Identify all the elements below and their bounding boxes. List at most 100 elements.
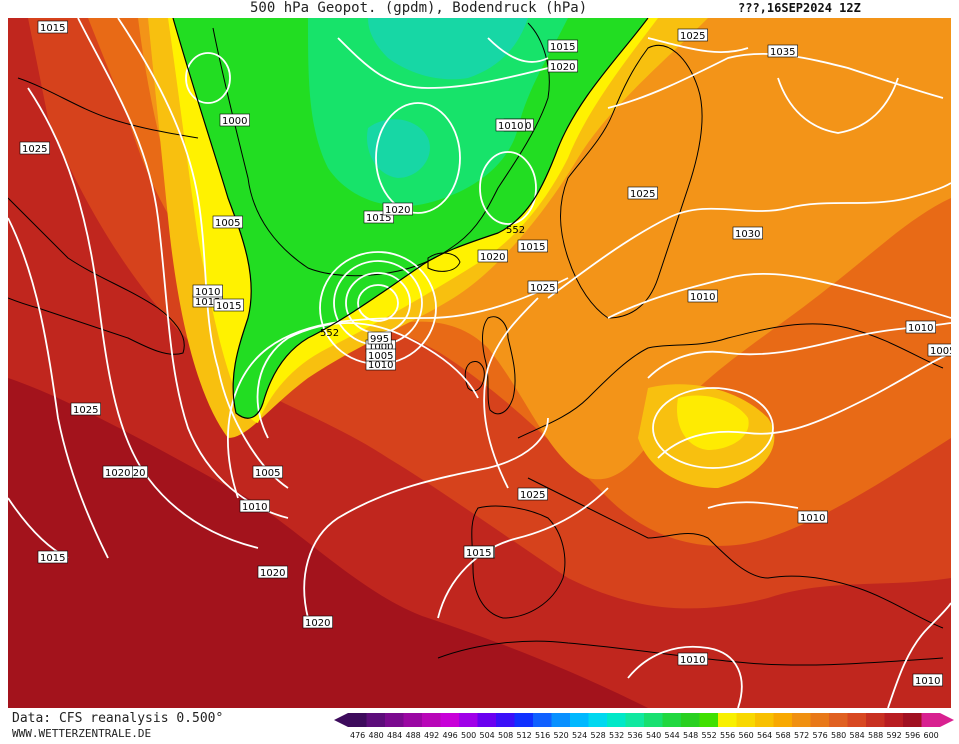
legend-tick-label: 576 <box>813 731 828 740</box>
legend-swatch <box>570 713 589 727</box>
baffin-coast <box>17 77 199 139</box>
legend-tick-label: 588 <box>868 731 883 740</box>
legend-swatch <box>903 713 922 727</box>
legend-tick-label: 536 <box>628 731 643 740</box>
isobar-closed <box>185 52 231 104</box>
isobar-label-box <box>257 565 288 579</box>
isobar-label-box <box>37 550 68 564</box>
data-source-label: Data: CFS reanalysis 0.500° <box>12 711 224 726</box>
legend-arrow-right <box>940 713 954 727</box>
legend-swatch <box>662 713 681 727</box>
legend-tick-label: 548 <box>683 731 698 740</box>
isobar-label: 1015 <box>466 548 491 559</box>
isobar-label: 1020 <box>305 618 330 629</box>
legend-swatch <box>440 713 459 727</box>
isobar-label-box <box>192 284 223 298</box>
isobar-label-box <box>37 20 68 34</box>
isobar-label: 1020 <box>385 205 410 216</box>
legend-tick-label: 496 <box>443 731 458 740</box>
isobar <box>627 645 743 708</box>
isobar-label-box <box>732 226 763 240</box>
ireland-coast <box>464 361 485 392</box>
isobar-label-box <box>547 39 578 53</box>
isobar <box>547 182 951 299</box>
map-datetime: ???,16SEP2024 12Z <box>738 1 861 15</box>
isobar-label-box <box>239 499 270 513</box>
legend-tick-label: 584 <box>850 731 865 740</box>
website-label: WWW.WETTERZENTRALE.DE <box>12 727 152 740</box>
isobar <box>777 77 899 134</box>
isobar-label: 1025 <box>630 189 655 200</box>
legend-swatch <box>866 713 885 727</box>
isobar <box>487 37 549 63</box>
isobar-label-box <box>517 487 548 501</box>
isobar-label: 1025 <box>530 283 555 294</box>
legend-swatch <box>348 713 367 727</box>
isobar <box>77 18 289 519</box>
legend-swatch <box>681 713 700 727</box>
field-teal <box>368 18 528 80</box>
isobar-label-box <box>912 673 943 687</box>
legend-swatch <box>736 713 755 727</box>
isobar-label: 995 <box>370 334 389 345</box>
legend-tick-label: 572 <box>794 731 809 740</box>
field-green <box>173 18 648 419</box>
europe-coast <box>517 323 944 629</box>
legend-tick-label: 520 <box>554 731 569 740</box>
legend-tick-label: 580 <box>831 731 846 740</box>
isobar-label-box <box>219 113 250 127</box>
legend-swatch <box>514 713 533 727</box>
isobar-label: 1005 <box>368 351 393 362</box>
isobar-label-box <box>527 280 558 294</box>
legend-tick-label: 544 <box>665 731 680 740</box>
legend-tick-label: 508 <box>498 731 513 740</box>
legend-swatch <box>847 713 866 727</box>
isobar-label: 1010 <box>498 121 523 132</box>
greenland-coast <box>212 22 550 277</box>
legend-tick-label: 596 <box>905 731 920 740</box>
legend-swatch <box>422 713 441 727</box>
africa-coast <box>437 640 944 666</box>
isobar-label-box <box>927 343 951 357</box>
legend-swatch <box>588 713 607 727</box>
legend-swatch <box>551 713 570 727</box>
isobar-label-box <box>213 298 244 312</box>
isobar-label: 1015 <box>40 23 65 34</box>
isobar-label-box <box>70 402 101 416</box>
isobar-label-box <box>677 652 708 666</box>
isobar <box>437 487 609 619</box>
iberia-coast <box>471 505 566 619</box>
isobar <box>27 87 259 549</box>
isobar-label-box <box>463 545 494 559</box>
low-center <box>357 284 399 322</box>
isobar <box>303 417 549 619</box>
legend-tick-label: 516 <box>535 731 550 740</box>
isobar-label-box <box>767 44 798 58</box>
isobar <box>483 297 539 489</box>
isobar-label: 1025 <box>22 144 47 155</box>
legend-tick-label: 560 <box>739 731 754 740</box>
map-header: 500 hPa Geopot. (gpdm), Bodendruck (hPa)… <box>0 0 959 18</box>
color-legend: 476 480 484 488 492 496 500 504 508 512 516 520 524 5… <box>334 712 956 740</box>
legend-tick-label: 600 <box>924 731 939 740</box>
isobar-label: 1020 <box>105 468 130 479</box>
uk-coast <box>482 316 516 415</box>
isobar-label: 1025 <box>520 490 545 501</box>
isobar-label: 1010 <box>800 513 825 524</box>
isobar-label: 1010 <box>368 360 393 371</box>
legend-tick-label: 504 <box>480 731 495 740</box>
isobar-label: 1005 <box>215 218 240 229</box>
legend-swatch <box>773 713 792 727</box>
isobar-label: 1005 <box>255 468 280 479</box>
legend-swatch <box>699 713 718 727</box>
legend-swatch <box>625 713 644 727</box>
legend-tick-label: 540 <box>646 731 661 740</box>
isobar-label-box <box>302 615 333 629</box>
legend-swatch <box>477 713 496 727</box>
isobar-label: 1015 <box>520 242 545 253</box>
legend-tick-label: 524 <box>572 731 587 740</box>
legend-tick-label: 500 <box>461 731 476 740</box>
isobar <box>607 273 951 319</box>
isobar-label-box <box>797 510 828 524</box>
isobar-label: 1000 <box>368 342 393 353</box>
